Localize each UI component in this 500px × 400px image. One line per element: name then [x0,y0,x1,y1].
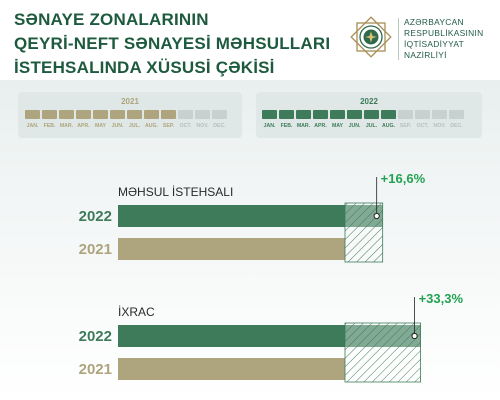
chart-2-marker [411,332,418,340]
month-cell-2021-5 [93,110,108,119]
month-cell-2022-8 [381,110,396,119]
month-cell-2021-3 [59,110,74,119]
month-cell-2021-10 [178,110,193,119]
title-line-2: QEYRİ-NEFT SƏNAYESİ MƏHSULLARI [14,34,331,53]
chart-1-label-2021: 2021 [79,241,112,258]
logo-divider [398,18,399,60]
chart-1-bar-2021 [118,238,345,260]
month-label-2021-8: AUG. [145,123,158,129]
month-label-2022-5: MAY [331,123,344,129]
month-label-2021-4: APR. [77,123,90,129]
month-label-2021-5: MAY [94,123,107,129]
month-cell-2021-11 [195,110,210,119]
month-cells-2022 [262,110,466,119]
month-labels-2021: JAN. FEB. MAR. APR. MAY JUN. JUL. AUG. SEP. OCT. N… [24,123,228,129]
ministry-line-1: AZƏRBAYCAN [404,17,464,27]
month-cell-2022-7 [364,110,379,119]
month-cell-2021-4 [76,110,91,119]
month-label-2021-10: OCT. [179,123,192,129]
chart-2-increase-area [344,322,421,383]
title-line-1: SƏNAYE ZONALARININ [14,10,209,29]
page-title: SƏNAYE ZONALARININ QEYRİ-NEFT SƏNAYESİ M… [14,8,334,80]
title-line-3: İSTEHSALINDA XÜSUSİ ÇƏKİSİ [14,58,275,77]
month-cell-2022-11 [432,110,447,119]
month-cells-2021 [25,110,229,119]
month-label-2022-7: JUL. [365,123,378,129]
period-year-2021: 2021 [121,97,139,106]
month-cell-2022-4 [313,110,328,119]
month-labels-2022: JAN. FEB. MAR. APR. MAY JUN. JUL. AUG. SEP. OCT. N… [261,123,465,129]
month-cell-2022-10 [415,110,430,119]
month-cell-2021-6 [110,110,125,119]
month-cell-2022-2 [279,110,294,119]
month-label-2022-2: FEB. [280,123,293,129]
month-cell-2022-5 [330,110,345,119]
chart-1-title: MƏHSUL İSTEHSALI [118,185,233,199]
month-label-2021-7: JUL. [128,123,141,129]
chart-1-bar-2022 [118,205,383,227]
period-year-2022: 2022 [360,97,378,106]
month-label-2022-11: NOV. [433,123,446,129]
month-cell-2022-3 [296,110,311,119]
ministry-line-3: İQTİSADİYYAT [404,39,465,49]
month-label-2021-9: SEP. [162,123,175,129]
month-cell-2021-9 [161,110,176,119]
ministry-line-2: RESPUBLİKASININ [404,28,484,38]
period-panel-2021: 2021 JAN. FEB. MAR. APR. MAY JUN. JUL. AUG. SEP.… [18,92,242,138]
month-cell-2021-1 [25,110,40,119]
month-cell-2022-1 [262,110,277,119]
comparison-bar-charts: MƏHSUL İSTEHSALI 2022 2021 +16,6% İXRAC 2022 2… [79,171,464,383]
period-panel-2022: 2022 JAN. FEB. MAR. APR. MAY JUN. JUL. AUG. SEP.… [256,92,482,138]
chart-1-change-label: +16,6% [381,171,426,186]
eight-pointed-star-emblem-icon [350,16,392,58]
month-label-2022-6: JUN. [348,123,361,129]
ministry-name: AZƏRBAYCAN RESPUBLİKASININ İQTİSADİYYAT … [404,17,500,61]
chart-2-label-2022: 2022 [79,328,112,345]
chart-2-title: İXRAC [118,305,155,319]
month-label-2022-8: AUG. [382,123,395,129]
chart-2-change-label: +33,3% [419,291,464,306]
month-label-2021-2: FEB. [43,123,56,129]
month-label-2022-4: APR. [314,123,327,129]
month-label-2021-1: JAN. [26,123,39,129]
month-label-2021-11: NOV. [196,123,209,129]
chart-1-marker [373,212,380,220]
month-cell-2022-12 [449,110,464,119]
chart-1-label-2022: 2022 [79,208,112,225]
month-cell-2021-2 [42,110,57,119]
ministry-line-4: NAZİRLİYİ [404,50,447,60]
month-label-2022-1: JAN. [263,123,276,129]
month-label-2022-3: MAR. [296,123,311,129]
month-label-2022-10: OCT. [416,123,429,129]
month-label-2021-12: DEC. [213,123,226,129]
month-label-2022-9: SEP. [399,123,412,129]
month-label-2021-6: JUN. [111,123,124,129]
month-cell-2021-8 [144,110,159,119]
month-cell-2022-9 [398,110,413,119]
chart-2-label-2021: 2021 [79,361,112,378]
chart-2-bar-2021 [118,358,345,380]
month-cell-2021-12 [212,110,227,119]
month-cell-2021-7 [127,110,142,119]
month-cell-2022-6 [347,110,362,119]
month-label-2021-3: MAR. [59,123,74,129]
month-label-2022-12: DEC. [450,123,463,129]
